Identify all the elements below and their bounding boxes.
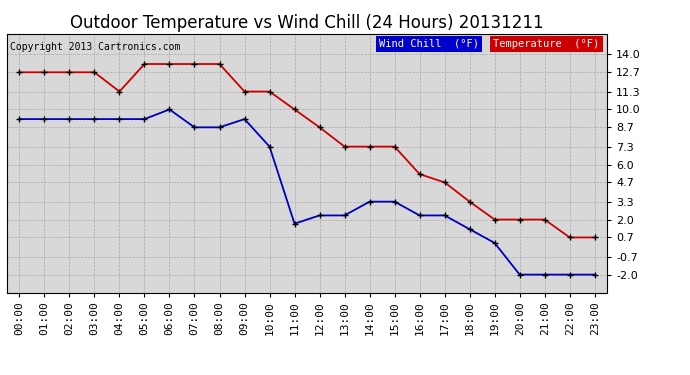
Text: Temperature  (°F): Temperature (°F): [493, 39, 600, 49]
Text: Wind Chill  (°F): Wind Chill (°F): [379, 39, 479, 49]
Text: Copyright 2013 Cartronics.com: Copyright 2013 Cartronics.com: [10, 42, 180, 51]
Title: Outdoor Temperature vs Wind Chill (24 Hours) 20131211: Outdoor Temperature vs Wind Chill (24 Ho…: [70, 14, 544, 32]
